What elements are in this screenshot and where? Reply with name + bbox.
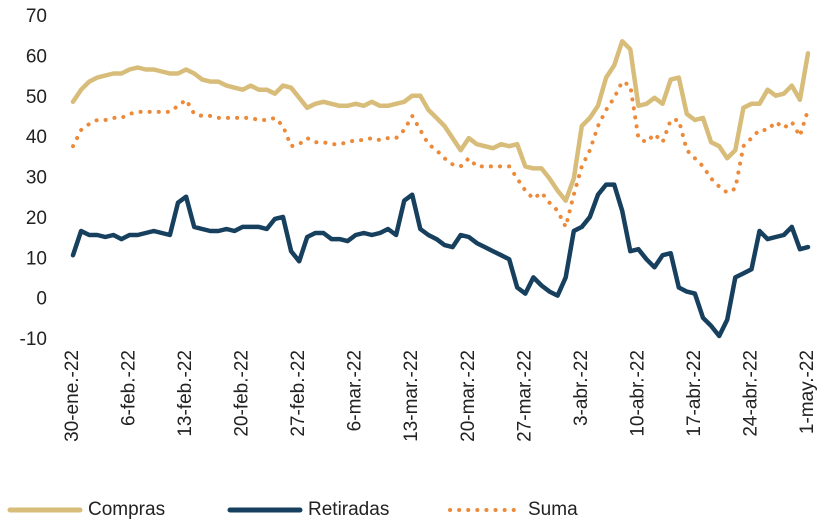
x-tick-label: 20-feb.-22 <box>232 350 253 437</box>
x-tick-label: 17-abr.-22 <box>684 350 705 437</box>
x-tick-label: 27-feb.-22 <box>288 350 309 437</box>
x-tick-label: 20-mar.-22 <box>458 350 479 442</box>
x-tick-label: 10-abr.-22 <box>627 350 648 437</box>
x-tick-label: 1-may.-22 <box>797 350 818 434</box>
series-line <box>70 38 811 203</box>
y-tick-label: 60 <box>26 46 47 67</box>
y-tick-label: 10 <box>26 248 47 269</box>
y-tick-label: -10 <box>20 329 47 350</box>
y-tick-label: 30 <box>26 168 47 189</box>
series-line <box>71 79 810 229</box>
x-tick-label: 24-abr.-22 <box>740 350 761 437</box>
x-tick-label: 13-mar.-22 <box>401 350 422 442</box>
y-tick-label: 50 <box>26 87 47 108</box>
x-tick-label: 6-feb.-22 <box>119 350 140 426</box>
x-tick-label: 30-ene.-22 <box>62 350 83 442</box>
y-tick-label: 0 <box>36 289 47 310</box>
x-tick-label: 27-mar.-22 <box>514 350 535 442</box>
x-tick-label: 6-mar.-22 <box>345 350 366 431</box>
y-tick-label: 40 <box>26 127 47 148</box>
x-tick-label: 3-abr.-22 <box>571 350 592 426</box>
legend-label: Retiradas <box>308 499 389 520</box>
series-line <box>70 182 811 339</box>
y-tick-label: 20 <box>26 208 47 229</box>
legend-label: Suma <box>528 499 578 520</box>
x-tick-label: 13-feb.-22 <box>175 350 196 437</box>
legend-label: Compras <box>88 499 165 520</box>
y-tick-label: 70 <box>26 6 47 27</box>
